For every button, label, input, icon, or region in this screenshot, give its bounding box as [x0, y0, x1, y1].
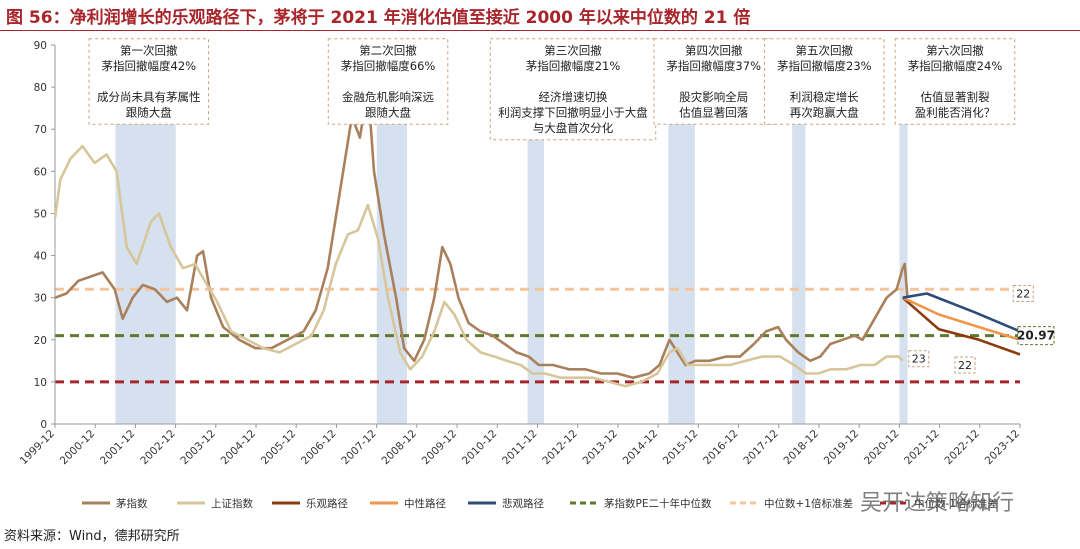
legend-median: 茅指数PE二十年中位数: [604, 497, 712, 510]
y-tick-label: 50: [34, 208, 47, 220]
annotation-box: [764, 38, 885, 125]
annotation-text: 成分尚未具有茅属性: [97, 90, 201, 104]
annotation-box: [489, 38, 657, 141]
data-label: 23: [912, 353, 926, 366]
y-tick-label: 10: [34, 377, 47, 389]
annotation-text: 茅指回撤幅度42%: [102, 59, 197, 73]
x-tick-label: 2020-12: [862, 428, 902, 468]
x-tick-label: 2016-12: [701, 428, 741, 468]
drawdown-shade: [792, 45, 806, 424]
series-lines: [53, 85, 1021, 388]
legend-sse: 上证指数: [211, 497, 253, 510]
annotation-text: 跟随大盘: [126, 106, 172, 120]
data-label: 22: [958, 359, 972, 372]
annotation-box: [653, 38, 774, 125]
x-tick-label: 2008-12: [379, 428, 419, 468]
annotation-text: 金融危机影响深远: [342, 90, 434, 104]
x-tick-label: 2002-12: [138, 428, 178, 468]
x-tick-label: 2018-12: [782, 428, 822, 468]
annotation-text: 第四次回撤: [685, 44, 743, 58]
annotation-text: 估值显著回落: [679, 106, 748, 120]
x-tick-label: 2000-12: [58, 428, 98, 468]
x-tick-label: 2009-12: [420, 428, 460, 468]
drawdown-shade: [899, 45, 908, 424]
data-label-box: [1012, 284, 1034, 302]
annotation-text: 利润稳定增长: [790, 90, 859, 104]
x-tick-label: 2005-12: [259, 428, 299, 468]
annotation-box: [894, 38, 1016, 125]
annotation-text: 茅指回撤幅度21%: [526, 59, 621, 73]
data-label: 22: [1016, 287, 1030, 300]
x-tick-label: 2010-12: [460, 428, 500, 468]
annotations: 第一次回撤茅指回撤幅度42%成分尚未具有茅属性跟随大盘第二次回撤茅指回撤幅度66…: [88, 38, 1016, 141]
annotation-text: 第五次回撤: [796, 44, 854, 58]
data-label-box: [954, 356, 976, 374]
y-tick-label: 90: [34, 40, 47, 52]
series-sse: [53, 144, 904, 388]
chart-title: 图 56：净利润增长的乐观路径下，茅将于 2021 年消化估值至接近 2000 …: [6, 8, 751, 28]
annotation-text: 第三次回撤: [544, 44, 602, 58]
x-tick-label: 2006-12: [299, 428, 339, 468]
annotation-text: 与大盘首次分化: [533, 121, 614, 135]
annotation-text: 估值显著割裂: [920, 90, 989, 104]
series-optimistic: [901, 296, 1021, 356]
legend-optimistic: 乐观路径: [306, 497, 348, 510]
y-tick-label: 60: [34, 166, 47, 178]
x-tick-label: 2012-12: [540, 428, 580, 468]
x-tick-label: 2022-12: [942, 428, 982, 468]
data-label-box: [1017, 326, 1055, 346]
x-tick-label: 2015-12: [661, 428, 701, 468]
x-tick-label: 2021-12: [902, 428, 942, 468]
source-note: 资料来源：Wind，德邦研究所: [4, 529, 180, 544]
y-tick-label: 20: [34, 335, 47, 347]
x-tick-label: 2017-12: [741, 428, 781, 468]
series-pessimistic: [902, 292, 1021, 333]
series-neutral: [902, 296, 1021, 342]
legend-neutral: 中性路径: [404, 497, 446, 510]
x-tick-label: 2004-12: [219, 428, 259, 468]
x-tick-label: 2001-12: [98, 428, 138, 468]
legend: 茅指数 上证指数 乐观路径 中性路径 悲观路径 茅指数PE二十年中位数 中位数+1倍标准差 中…: [82, 497, 998, 510]
legend-pessimistic: 悲观路径: [502, 497, 544, 510]
data-label-box: [908, 350, 930, 368]
annotation-box: [327, 38, 449, 125]
y-tick-label: 40: [34, 251, 47, 263]
annotation-box: [88, 38, 210, 125]
annotation-text: 第二次回撤: [359, 44, 417, 58]
annotation-text: 股灾影响全局: [679, 90, 748, 104]
reference-lines: [55, 287, 1020, 384]
x-tick-label: 2023-12: [983, 428, 1023, 468]
x-tick-label: 1999-12: [18, 428, 58, 468]
series-moutai: [54, 85, 909, 379]
y-tick-label: 0: [40, 419, 47, 431]
annotation-text: 茅指回撤幅度37%: [666, 59, 761, 73]
annotation-text: 利润支撑下回撤明显小于大盘: [498, 106, 648, 120]
legend-median-plus: 中位数+1倍标准差: [764, 497, 853, 510]
x-tick-label: 2013-12: [581, 428, 621, 468]
x-tick-label: 2003-12: [178, 428, 218, 468]
annotation-text: 茅指回撤幅度23%: [777, 59, 872, 73]
y-tick-label: 80: [34, 82, 47, 94]
data-label: 20.97: [1017, 329, 1055, 343]
annotation-text: 再次跑赢大盘: [790, 106, 859, 120]
y-tick-label: 70: [34, 124, 47, 136]
x-tick-label: 2011-12: [500, 428, 540, 468]
watermark: 吴开达策略知行: [860, 491, 1014, 516]
annotation-text: 第一次回撤: [120, 44, 178, 58]
annotation-text: 茅指回撤幅度24%: [908, 59, 1003, 73]
legend-median-minus: 中位数-1倍标准差: [914, 497, 998, 510]
x-tick-label: 2014-12: [621, 428, 661, 468]
x-tick-label: 2007-12: [339, 428, 379, 468]
data-labels: 22 23 22 20.97: [908, 284, 1055, 374]
annotation-text: 茅指回撤幅度66%: [341, 59, 436, 73]
x-tick-label: 2019-12: [822, 428, 862, 468]
annotation-text: 第六次回撤: [926, 44, 984, 58]
title-divider: [0, 30, 1080, 31]
y-tick-label: 30: [34, 293, 47, 305]
annotation-text: 经济增速切换: [539, 90, 608, 104]
annotation-text: 盈利能否消化？: [915, 106, 996, 120]
annotation-text: 跟随大盘: [365, 106, 411, 120]
legend-moutai: 茅指数: [116, 497, 148, 510]
